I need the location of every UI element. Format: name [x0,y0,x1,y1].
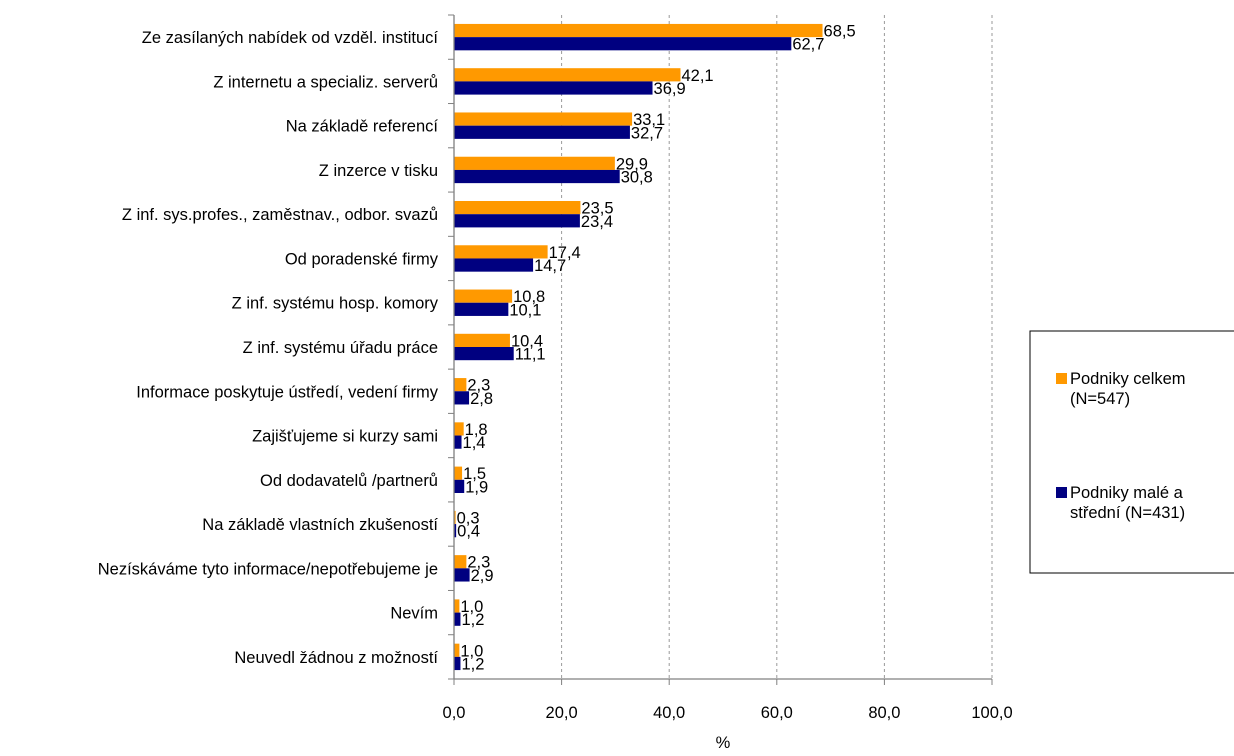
data-label-celkem: 2,3 [467,554,490,572]
category-label: Neuvedl žádnou z možností [234,649,438,667]
bar-male-stredni [454,524,457,538]
bar-male-stredni [454,169,620,184]
category-label: Informace poskytuje ústředí, vedení firm… [136,383,438,401]
bar-male-stredni [454,302,509,316]
category-label: Od dodavatelů /partnerů [260,472,438,490]
bar-male-stredni [454,81,653,95]
bar-celkem [454,245,548,259]
bar-celkem [454,599,460,613]
data-label-male-stredni: 1,9 [465,478,488,496]
category-label: Na základě vlastních zkušeností [202,516,438,534]
data-label-celkem: 2,3 [467,377,490,395]
bar-male-stredni [454,568,470,582]
data-label-male-stredni: 2,9 [471,567,494,585]
data-label-celkem: 10,4 [511,332,543,350]
bar-male-stredni [454,435,462,449]
legend-swatch-celkem [1056,373,1067,384]
legend-label-male-stredni: Podniky malé a [1070,484,1184,502]
bar-celkem [454,422,464,436]
x-tick-label: 100,0 [971,704,1012,722]
bar-celkem [454,643,460,657]
axes: Ze zasílaných nabídek od vzděl. instituc… [98,14,1013,752]
category-label: Z internetu a specializ. serverů [213,73,438,91]
bar-celkem [454,555,467,569]
bar-male-stredni [454,214,580,228]
data-label-male-stredni: 1,2 [461,655,484,673]
x-tick-label: 0,0 [443,704,466,722]
category-label: Nezískáváme tyto informace/nepotřebujeme… [98,560,438,578]
data-label-celkem: 10,8 [513,288,545,306]
data-label-male-stredni: 62,7 [792,36,824,54]
category-label: Ze zasílaných nabídek od vzděl. instituc… [142,29,439,47]
data-label-male-stredni: 0,4 [457,523,480,541]
category-label: Od poradenské firmy [285,250,439,268]
category-label: Zajišťujeme si kurzy sami [252,428,438,446]
bar-celkem [454,68,681,82]
x-tick-label: 60,0 [761,704,793,722]
data-label-male-stredni: 2,8 [470,390,493,408]
category-label: Z inzerce v tisku [319,162,438,180]
category-label: Na základě referencí [286,118,439,136]
category-label: Z inf. systému úřadu práce [243,339,438,357]
category-label: Z inf. systému hosp. komory [232,295,439,313]
data-label-male-stredni: 14,7 [534,257,566,275]
data-label-celkem: 0,3 [457,509,480,527]
bars [454,23,823,671]
legend-label-male-stredni: střední (N=431) [1070,504,1185,522]
bar-male-stredni [454,258,534,272]
bar-male-stredni [454,125,630,139]
data-label-celkem: 68,5 [824,23,856,41]
data-label-celkem: 33,1 [633,111,665,129]
bar-male-stredni [454,656,461,671]
category-label: Z inf. sys.profes., zaměstnav., odbor. s… [122,206,438,224]
bar-celkem [454,23,823,38]
data-label-celkem: 17,4 [549,244,581,262]
bar-celkem [454,201,581,215]
x-tick-label: 80,0 [868,704,900,722]
bar-celkem [454,510,456,525]
bar-celkem [454,378,467,392]
data-label-male-stredni: 32,7 [631,124,663,142]
data-label-celkem: 29,9 [616,155,648,173]
bar-celkem [454,112,633,126]
bar-celkem [454,156,615,170]
gridlines [561,15,993,679]
legend-box [1029,330,1234,574]
data-label-male-stredni: 1,2 [461,611,484,629]
data-label-celkem: 23,5 [581,200,613,218]
data-label-celkem: 1,0 [460,642,483,660]
bar-male-stredni [454,612,461,626]
category-label: Nevím [390,605,438,623]
value-labels: 68,562,7 42,136,9 33,132,7 29,930,8 23,523,4… [457,23,856,674]
bar-celkem [454,466,463,480]
bar-male-stredni [454,347,514,361]
data-label-male-stredni: 11,1 [515,346,546,364]
bar-male-stredni [454,479,465,493]
bar-celkem [454,333,510,347]
bar-male-stredni [454,37,792,51]
bar-celkem [454,289,513,303]
x-tick-label: 40,0 [653,704,685,722]
data-label-male-stredni: 23,4 [581,213,613,231]
data-label-male-stredni: 1,4 [463,434,486,452]
data-label-male-stredni: 36,9 [654,80,686,98]
data-label-celkem: 42,1 [681,67,713,85]
x-axis-title: % [716,734,731,751]
legend-label-celkem: Podniky celkem [1070,370,1186,388]
legend-label-celkem: (N=547) [1070,390,1130,408]
x-tick-label: 20,0 [546,704,578,722]
data-label-celkem: 1,0 [460,598,483,616]
legend-swatch-male-stredni [1056,487,1067,498]
data-label-male-stredni: 10,1 [509,301,541,319]
bar-male-stredni [454,391,470,405]
data-label-male-stredni: 30,8 [621,169,653,187]
data-label-celkem: 1,8 [465,421,488,439]
legend: Podniky celkem (N=547) Podniky malé a střed… [1029,330,1234,574]
data-label-celkem: 1,5 [463,465,486,483]
